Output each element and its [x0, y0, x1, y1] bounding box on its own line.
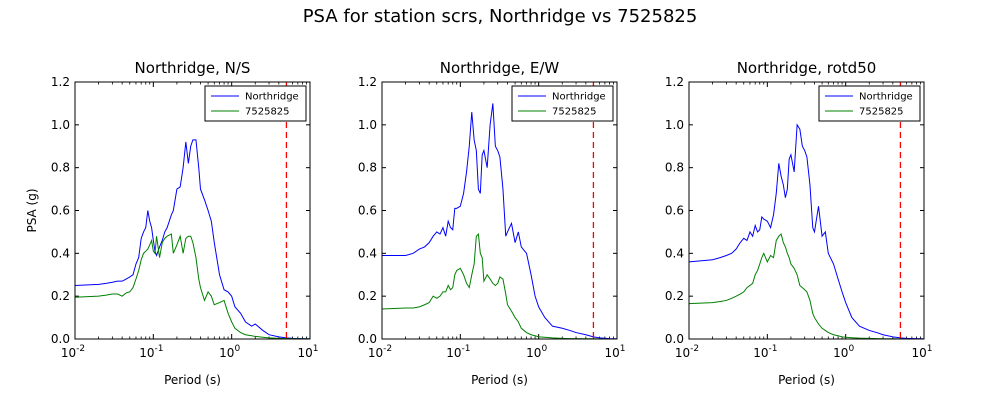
x-tick-base: 10	[139, 346, 154, 360]
x-tick-label: 10-2	[61, 344, 85, 360]
legend-box	[511, 85, 614, 122]
y-tick-label: 0.4	[665, 246, 684, 260]
axes-frame	[688, 81, 925, 340]
panel-title: Northridge, E/W	[440, 59, 560, 77]
y-tick-label: 0.0	[51, 332, 70, 346]
x-tick-base: 10	[526, 346, 541, 360]
x-tick-label: 100	[526, 344, 547, 360]
series-line-simulation	[75, 233, 310, 339]
x-tick-exp: 0	[848, 344, 854, 354]
x-tick-label: 10-1	[753, 344, 777, 360]
x-tick-exp: -1	[768, 344, 777, 354]
legend-label: Northridge	[245, 92, 299, 103]
panel-title: Northridge, N/S	[135, 59, 251, 77]
y-tick-label: 0.6	[665, 204, 684, 218]
y-tick-label: 0.6	[358, 204, 377, 218]
x-tick-exp: -1	[461, 344, 470, 354]
legend: Northridge 7525825	[818, 85, 921, 122]
y-tick-label: 0.0	[358, 332, 377, 346]
y-tick-label: 1.0	[665, 118, 684, 132]
x-tick-label: 100	[219, 344, 240, 360]
x-tick-label: 101	[911, 344, 932, 360]
y-tick-label: 0.0	[665, 332, 684, 346]
series-line-northridge	[75, 139, 310, 339]
x-tick-base: 10	[219, 346, 234, 360]
x-tick-exp: 0	[234, 344, 240, 354]
x-tick-label: 101	[604, 344, 625, 360]
x-tick-label: 10-1	[139, 344, 163, 360]
chart-panel-2: Northridge, E/W0.00.20.40.60.81.01.210-2…	[358, 59, 626, 387]
legend-label: 7525825	[859, 107, 904, 118]
x-tick-label: 10-1	[446, 344, 470, 360]
legend-label: 7525825	[552, 107, 597, 118]
y-tick-label: 0.4	[51, 246, 70, 260]
x-tick-base: 10	[911, 346, 926, 360]
legend-label: Northridge	[859, 92, 913, 103]
y-tick-label: 0.2	[358, 289, 377, 303]
axes-frame	[74, 81, 311, 340]
y-tick-label: 0.8	[358, 161, 377, 175]
legend-box	[204, 85, 307, 122]
x-axis-label: Period (s)	[471, 373, 528, 387]
y-tick-label: 0.6	[51, 204, 70, 218]
legend: Northridge 7525825	[204, 85, 307, 122]
x-tick-label: 10-2	[675, 344, 699, 360]
legend-label: Northridge	[552, 92, 606, 103]
x-tick-exp: 1	[620, 344, 626, 354]
x-axis-label: Period (s)	[164, 373, 221, 387]
x-tick-base: 10	[604, 346, 619, 360]
y-tick-label: 0.2	[665, 289, 684, 303]
y-tick-label: 0.4	[358, 246, 377, 260]
x-tick-label: 101	[297, 344, 318, 360]
legend-label: 7525825	[245, 107, 290, 118]
x-tick-exp: -2	[76, 344, 85, 354]
x-tick-base: 10	[753, 346, 768, 360]
x-tick-base: 10	[446, 346, 461, 360]
x-tick-base: 10	[61, 346, 76, 360]
panel-title: Northridge, rotd50	[737, 59, 877, 77]
series-line-northridge	[382, 103, 617, 339]
x-tick-exp: 1	[927, 344, 933, 354]
y-tick-label: 0.8	[665, 161, 684, 175]
x-tick-exp: 1	[313, 344, 319, 354]
x-axis-label: Period (s)	[778, 373, 835, 387]
x-tick-base: 10	[368, 346, 383, 360]
series-line-northridge	[689, 123, 924, 339]
y-tick-label: 1.0	[51, 118, 70, 132]
x-tick-base: 10	[297, 346, 312, 360]
x-tick-exp: 0	[541, 344, 547, 354]
x-tick-base: 10	[675, 346, 690, 360]
x-tick-exp: -2	[383, 344, 392, 354]
series-line-simulation	[382, 232, 617, 339]
y-axis-label: PSA (g)	[25, 188, 39, 232]
y-tick-label: 0.2	[51, 289, 70, 303]
legend-box	[818, 85, 921, 122]
y-tick-label: 1.0	[358, 118, 377, 132]
chart-panel-3: Northridge, rotd50 0.0 0.2 0.4 0.6 0.8 1.0 1.2 1…	[665, 59, 933, 387]
x-tick-exp: -1	[154, 344, 163, 354]
y-tick-label: 1.2	[665, 75, 684, 89]
legend: Northridge 7525825	[511, 85, 614, 122]
axes-frame	[381, 81, 618, 340]
chart-panel-1: Northridge, N/S0.00.20.40.60.81.01.210-2…	[25, 59, 319, 387]
x-tick-label: 10-2	[368, 344, 392, 360]
y-tick-label: 1.2	[358, 75, 377, 89]
x-tick-base: 10	[833, 346, 848, 360]
x-tick-exp: -2	[690, 344, 699, 354]
y-tick-label: 1.2	[51, 75, 70, 89]
x-tick-label: 100	[833, 344, 854, 360]
series-line-simulation	[689, 233, 924, 339]
figure-title: PSA for station scrs, Northridge vs 7525…	[303, 6, 698, 27]
y-tick-label: 0.8	[51, 161, 70, 175]
